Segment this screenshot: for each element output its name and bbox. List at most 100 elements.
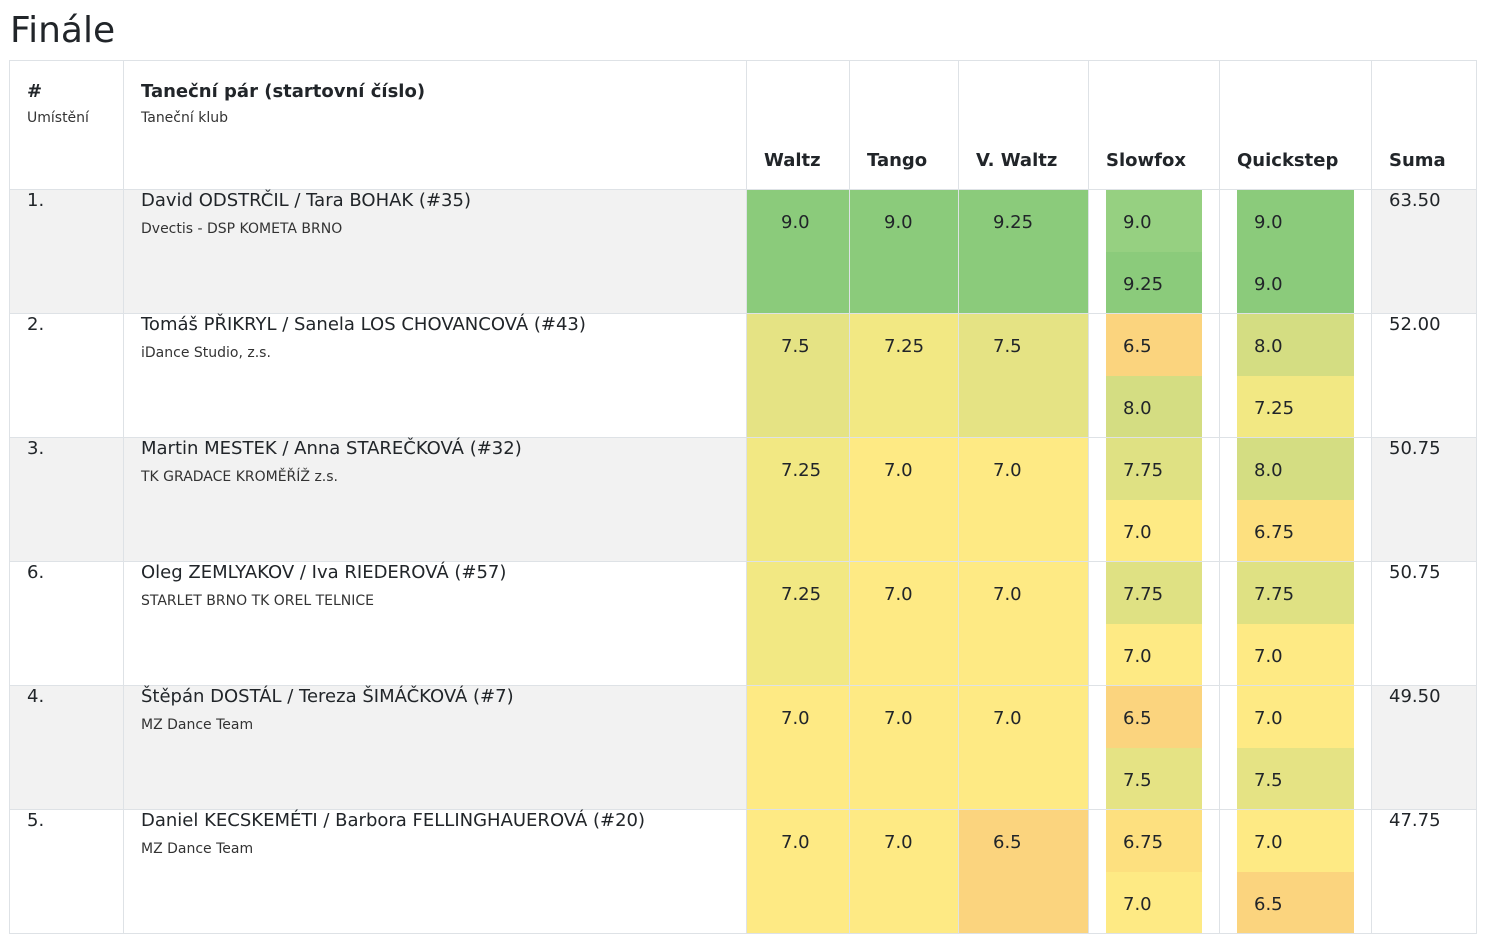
header-vwaltz: V. Waltz <box>958 60 1089 190</box>
vwaltz-score: 9.25 <box>993 212 1034 233</box>
header-row: # Umístění Taneční pár (startovní číslo)… <box>9 60 1477 190</box>
waltz-score-cell: 7.0 <box>746 809 850 934</box>
tango-score-cell: 7.0 <box>849 685 959 810</box>
slowfox-score-2: 7.0 <box>1106 623 1202 685</box>
quickstep-score-cell: 9.0 9.0 <box>1219 189 1372 314</box>
tango-score: 7.0 <box>884 584 913 605</box>
slowfox-score-1: 7.75 <box>1106 438 1202 500</box>
quickstep-score-1: 8.0 <box>1237 438 1354 500</box>
club-name: MZ Dance Team <box>141 841 254 857</box>
quickstep-score-2: 6.5 <box>1237 871 1354 933</box>
header-couple-label: Taneční pár (startovní číslo) <box>141 81 426 102</box>
placement-cell: 2. <box>9 313 124 438</box>
table-row: 3. Martin MESTEK / Anna STAREČKOVÁ (#32) T… <box>9 437 1477 562</box>
couple-cell: David ODSTRČIL / Tara BOHAK (#35) Dvectis… <box>123 189 747 314</box>
table-row: 1. David ODSTRČIL / Tara BOHAK (#35) Dvect… <box>9 189 1477 314</box>
placement-cell: 1. <box>9 189 124 314</box>
couple-cell: Martin MESTEK / Anna STAREČKOVÁ (#32) TK … <box>123 437 747 562</box>
waltz-score-cell: 7.25 <box>746 437 850 562</box>
results-table: # Umístění Taneční pár (startovní číslo)… <box>9 60 1477 934</box>
slowfox-score-2: 7.0 <box>1106 871 1202 933</box>
waltz-score-cell: 9.0 <box>746 189 850 314</box>
header-tango: Tango <box>849 60 959 190</box>
quickstep-score-2: 6.75 <box>1237 499 1354 561</box>
couple-name: Tomáš PŘIKRYL / Sanela LOS CHOVANCOVÁ (#… <box>141 314 586 335</box>
vwaltz-score: 7.0 <box>993 584 1022 605</box>
waltz-score: 7.25 <box>781 460 822 481</box>
table-row: 6. Oleg ZEMLYAKOV / Iva RIEDEROVÁ (#57) ST… <box>9 561 1477 686</box>
slowfox-score-1: 6.75 <box>1106 810 1202 872</box>
placement-cell: 4. <box>9 685 124 810</box>
slowfox-score-cell: 7.75 7.0 <box>1088 561 1220 686</box>
quickstep-score-2: 7.25 <box>1237 375 1354 437</box>
quickstep-score-2: 7.5 <box>1237 747 1354 809</box>
quickstep-score-2: 9.0 <box>1237 251 1354 313</box>
placement-cell: 5. <box>9 809 124 934</box>
tango-score: 7.25 <box>884 336 925 357</box>
waltz-score: 7.0 <box>781 832 810 853</box>
page-title: Finále <box>10 10 116 51</box>
couple-name: David ODSTRČIL / Tara BOHAK (#35) <box>141 190 471 211</box>
slowfox-score-2: 7.0 <box>1106 499 1202 561</box>
slowfox-score-2: 7.5 <box>1106 747 1202 809</box>
quickstep-score-cell: 7.0 6.5 <box>1219 809 1372 934</box>
waltz-score-cell: 7.25 <box>746 561 850 686</box>
couple-name: Martin MESTEK / Anna STAREČKOVÁ (#32) <box>141 438 522 459</box>
slowfox-score-cell: 6.5 8.0 <box>1088 313 1220 438</box>
club-name: MZ Dance Team <box>141 717 254 733</box>
header-slowfox: Slowfox <box>1088 60 1220 190</box>
tango-score-cell: 9.0 <box>849 189 959 314</box>
quickstep-score-cell: 7.75 7.0 <box>1219 561 1372 686</box>
vwaltz-score-cell: 7.5 <box>958 313 1089 438</box>
club-name: Dvectis - DSP KOMETA BRNO <box>141 221 343 237</box>
results-body: 1. David ODSTRČIL / Tara BOHAK (#35) Dvect… <box>9 189 1477 934</box>
tango-score-cell: 7.0 <box>849 561 959 686</box>
header-place: # Umístění <box>9 60 124 190</box>
tango-score: 7.0 <box>884 708 913 729</box>
vwaltz-score-cell: 7.0 <box>958 561 1089 686</box>
couple-cell: Tomáš PŘIKRYL / Sanela LOS CHOVANCOVÁ (#… <box>123 313 747 438</box>
placement-cell: 6. <box>9 561 124 686</box>
waltz-score: 9.0 <box>781 212 810 233</box>
vwaltz-score-cell: 6.5 <box>958 809 1089 934</box>
couple-name: Oleg ZEMLYAKOV / Iva RIEDEROVÁ (#57) <box>141 562 507 583</box>
slowfox-score-2: 8.0 <box>1106 375 1202 437</box>
quickstep-score-cell: 8.0 7.25 <box>1219 313 1372 438</box>
slowfox-score-cell: 6.75 7.0 <box>1088 809 1220 934</box>
sum-cell: 50.75 <box>1371 437 1477 562</box>
quickstep-score-1: 7.0 <box>1237 686 1354 748</box>
vwaltz-score: 7.5 <box>993 336 1022 357</box>
couple-name: Štěpán DOSTÁL / Tereza ŠIMÁČKOVÁ (#7) <box>141 686 514 707</box>
tango-score: 9.0 <box>884 212 913 233</box>
vwaltz-score: 7.0 <box>993 460 1022 481</box>
couple-cell: Daniel KECSKEMÉTI / Barbora FELLINGHAUER… <box>123 809 747 934</box>
header-quickstep: Quickstep <box>1219 60 1372 190</box>
sum-cell: 52.00 <box>1371 313 1477 438</box>
slowfox-score-1: 7.75 <box>1106 562 1202 624</box>
couple-name: Daniel KECSKEMÉTI / Barbora FELLINGHAUER… <box>141 810 646 831</box>
slowfox-score-1: 9.0 <box>1106 190 1202 252</box>
quickstep-score-2: 7.0 <box>1237 623 1354 685</box>
vwaltz-score: 6.5 <box>993 832 1022 853</box>
header-couple: Taneční pár (startovní číslo) Taneční kl… <box>123 60 747 190</box>
vwaltz-score-cell: 7.0 <box>958 437 1089 562</box>
waltz-score: 7.25 <box>781 584 822 605</box>
quickstep-score-1: 7.0 <box>1237 810 1354 872</box>
club-name: STARLET BRNO TK OREL TELNICE <box>141 593 375 609</box>
tango-score-cell: 7.0 <box>849 809 959 934</box>
slowfox-score-cell: 7.75 7.0 <box>1088 437 1220 562</box>
waltz-score: 7.5 <box>781 336 810 357</box>
tango-score: 7.0 <box>884 460 913 481</box>
tango-score-cell: 7.0 <box>849 437 959 562</box>
header-place-label: # <box>27 81 43 102</box>
sum-cell: 50.75 <box>1371 561 1477 686</box>
couple-cell: Oleg ZEMLYAKOV / Iva RIEDEROVÁ (#57) STAR… <box>123 561 747 686</box>
header-waltz: Waltz <box>746 60 850 190</box>
quickstep-score-1: 8.0 <box>1237 314 1354 376</box>
header-couple-sublabel: Taneční klub <box>141 110 228 126</box>
club-name: TK GRADACE KROMĚŘÍŽ z.s. <box>141 469 338 485</box>
quickstep-score-cell: 7.0 7.5 <box>1219 685 1372 810</box>
couple-cell: Štěpán DOSTÁL / Tereza ŠIMÁČKOVÁ (#7) MZ … <box>123 685 747 810</box>
table-row: 4. Štěpán DOSTÁL / Tereza ŠIMÁČKOVÁ (#7) M… <box>9 685 1477 810</box>
vwaltz-score-cell: 7.0 <box>958 685 1089 810</box>
